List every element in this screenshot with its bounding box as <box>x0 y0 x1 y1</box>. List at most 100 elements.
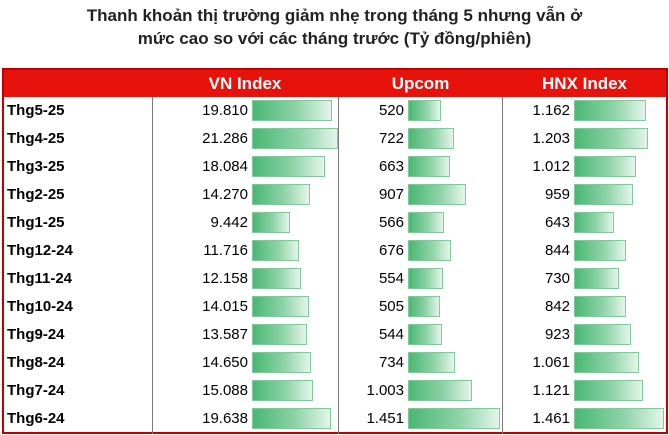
liquidity-table: VN Index Upcom HNX Index Thg5-25 19.810 52… <box>2 68 668 434</box>
hnx-index-bar <box>574 100 646 121</box>
hnx-index-value: 1.461 <box>532 410 570 427</box>
row-label: Thg7-24 <box>7 382 65 399</box>
table-row: Thg10-24 14.015 505 842 <box>4 293 666 321</box>
table-row: Thg1-25 9.442 566 643 <box>4 209 666 237</box>
table-row: Thg4-25 21.286 722 1.203 <box>4 125 666 153</box>
row-label: Thg2-25 <box>7 186 65 203</box>
hnx-index-bar <box>574 296 626 317</box>
vn-index-bar <box>252 184 310 205</box>
vn-index-bar <box>252 268 301 289</box>
vn-index-value: 14.015 <box>202 298 248 315</box>
table-row: Thg8-24 14.650 734 1.061 <box>4 349 666 377</box>
upcom-value: 566 <box>378 214 404 231</box>
hnx-index-value: 923 <box>544 326 570 343</box>
upcom-value: 734 <box>378 354 404 371</box>
upcom-bar <box>408 380 472 401</box>
upcom-value: 1.003 <box>366 382 404 399</box>
hnx-index-bar <box>574 212 614 233</box>
table-row: Thg3-25 18.084 663 1.012 <box>4 153 666 181</box>
vn-index-bar <box>252 352 311 373</box>
hnx-index-value: 1.061 <box>532 354 570 371</box>
row-label: Thg11-24 <box>7 270 73 287</box>
vn-index-bar <box>252 156 325 177</box>
hnx-index-value: 1.121 <box>532 382 570 399</box>
upcom-value: 1.451 <box>366 410 404 427</box>
hnx-index-bar <box>574 408 664 429</box>
vn-index-value: 19.810 <box>202 102 248 119</box>
table-header: VN Index Upcom HNX Index <box>4 70 666 97</box>
upcom-bar <box>408 156 450 177</box>
table-row: Thg7-24 15.088 1.003 1.121 <box>4 377 666 405</box>
upcom-value: 520 <box>378 102 404 119</box>
header-upcom: Upcom <box>391 74 450 93</box>
hnx-index-bar <box>574 352 639 373</box>
hnx-index-value: 844 <box>544 242 570 259</box>
hnx-index-value: 1.162 <box>532 102 570 119</box>
row-label: Thg12-24 <box>7 242 73 259</box>
hnx-index-bar <box>574 128 648 149</box>
column-divider <box>152 97 153 434</box>
vn-index-bar <box>252 408 331 429</box>
row-label: Thg4-25 <box>7 130 65 147</box>
vn-index-bar <box>252 128 338 149</box>
vn-index-bar <box>252 212 290 233</box>
vn-index-bar <box>252 240 299 261</box>
vn-index-value: 9.442 <box>210 214 248 231</box>
row-label: Thg10-24 <box>7 298 73 315</box>
hnx-index-value: 1.012 <box>532 158 570 175</box>
upcom-value: 554 <box>378 270 404 287</box>
hnx-index-bar <box>574 184 633 205</box>
vn-index-bar <box>252 100 332 121</box>
row-label: Thg5-25 <box>7 102 65 119</box>
vn-index-value: 21.286 <box>202 130 248 147</box>
table-row: Thg12-24 11.716 676 844 <box>4 237 666 265</box>
upcom-bar <box>408 100 441 121</box>
upcom-value: 907 <box>378 186 404 203</box>
upcom-bar <box>408 128 454 149</box>
hnx-index-bar <box>574 324 631 345</box>
column-divider <box>338 97 339 434</box>
hnx-index-value: 959 <box>544 186 570 203</box>
upcom-bar <box>408 408 500 429</box>
upcom-value: 676 <box>378 242 404 259</box>
hnx-index-bar <box>574 240 626 261</box>
upcom-bar <box>408 268 443 289</box>
upcom-value: 722 <box>378 130 404 147</box>
title-line-1: Thanh khoản thị trường giảm nhẹ trong th… <box>86 6 583 25</box>
column-divider <box>502 97 503 434</box>
table-row: Thg2-25 14.270 907 959 <box>4 181 666 209</box>
vn-index-value: 18.084 <box>202 158 248 175</box>
hnx-index-value: 1.203 <box>532 130 570 147</box>
table-row: Thg11-24 12.158 554 730 <box>4 265 666 293</box>
upcom-value: 663 <box>378 158 404 175</box>
chart-title: Thanh khoản thị trường giảm nhẹ trong th… <box>0 4 669 50</box>
vn-index-value: 15.088 <box>202 382 248 399</box>
table-row: Thg9-24 13.587 544 923 <box>4 321 666 349</box>
vn-index-value: 19.638 <box>202 410 248 427</box>
table-row: Thg5-25 19.810 520 1.162 <box>4 97 666 125</box>
vn-index-value: 14.650 <box>202 354 248 371</box>
row-label: Thg3-25 <box>7 158 65 175</box>
upcom-value: 544 <box>378 326 404 343</box>
upcom-value: 505 <box>378 298 404 315</box>
vn-index-value: 13.587 <box>202 326 248 343</box>
row-label: Thg1-25 <box>7 214 65 231</box>
upcom-bar <box>408 352 455 373</box>
vn-index-bar <box>252 324 307 345</box>
upcom-bar <box>408 184 466 205</box>
upcom-bar <box>408 240 451 261</box>
header-hnx-index: HNX Index <box>541 74 628 93</box>
vn-index-value: 12.158 <box>202 270 248 287</box>
vn-index-bar <box>252 296 309 317</box>
title-line-2: mức cao so với các tháng trước (Tỷ đồng/… <box>137 29 532 48</box>
row-label: Thg8-24 <box>7 354 65 371</box>
row-label: Thg9-24 <box>7 326 65 343</box>
hnx-index-bar <box>574 268 619 289</box>
hnx-index-bar <box>574 380 643 401</box>
vn-index-value: 11.716 <box>203 242 248 259</box>
upcom-bar <box>408 296 440 317</box>
hnx-index-value: 643 <box>544 214 570 231</box>
vn-index-value: 14.270 <box>202 186 248 203</box>
table-row: Thg6-24 19.638 1.451 1.461 <box>4 405 666 433</box>
upcom-bar <box>408 212 444 233</box>
